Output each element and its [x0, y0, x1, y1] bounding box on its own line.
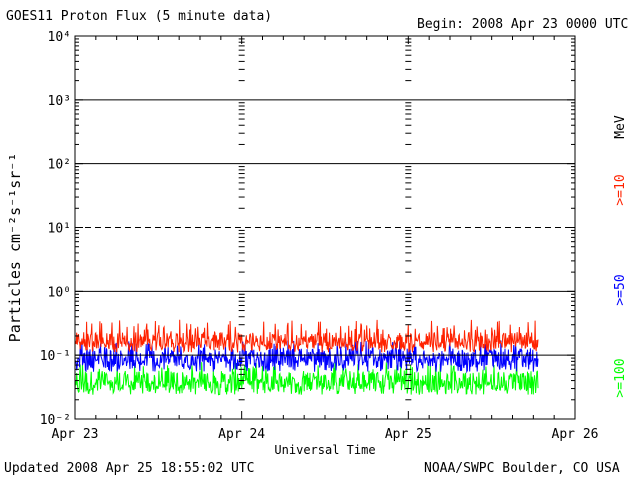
x-tick-label: Apr 25: [385, 427, 432, 442]
y-tick-label: 10¹: [48, 222, 71, 237]
series-layer: [74, 319, 539, 396]
legend-entry-1: >=10: [613, 174, 628, 205]
legend-entry-3: >=100: [613, 358, 628, 397]
series-line-3: [74, 361, 539, 396]
legend-unit: MeV: [613, 115, 628, 139]
grid-layer: [75, 99, 575, 356]
begin-time: Begin: 2008 Apr 23 0000 UTC: [417, 17, 629, 32]
y-axis-title: Particles cm⁻²s⁻¹sr⁻¹: [6, 153, 24, 343]
y-tick-label: 10⁰: [48, 285, 71, 300]
y-tick-label: 10⁻¹: [40, 349, 71, 364]
x-tick-label: Apr 26: [552, 427, 599, 442]
updated-time: Updated 2008 Apr 25 18:55:02 UTC: [4, 461, 255, 476]
series-line-1: [74, 319, 539, 354]
y-tick-label: 10⁴: [48, 30, 71, 45]
x-tick-label: Apr 24: [218, 427, 265, 442]
x-tick-label: Apr 23: [52, 427, 99, 442]
chart-title: GOES11 Proton Flux (5 minute data): [6, 9, 273, 24]
y-tick-label: 10²: [48, 158, 71, 173]
label-layer: 10⁻² 10⁻¹ 10⁰ 10¹ 10² 10³ 10⁴ Apr 23 Apr 24 Apr 2…: [6, 30, 628, 457]
series-line-2: [74, 340, 539, 374]
credit-text: NOAA/SWPC Boulder, CO USA: [424, 461, 620, 476]
y-tick-label: 10⁻²: [40, 413, 71, 428]
y-tick-label: 10³: [48, 94, 71, 109]
tick-layer: [74, 35, 576, 420]
x-axis-title: Universal Time: [274, 443, 375, 457]
legend-entry-2: >=50: [613, 274, 628, 305]
